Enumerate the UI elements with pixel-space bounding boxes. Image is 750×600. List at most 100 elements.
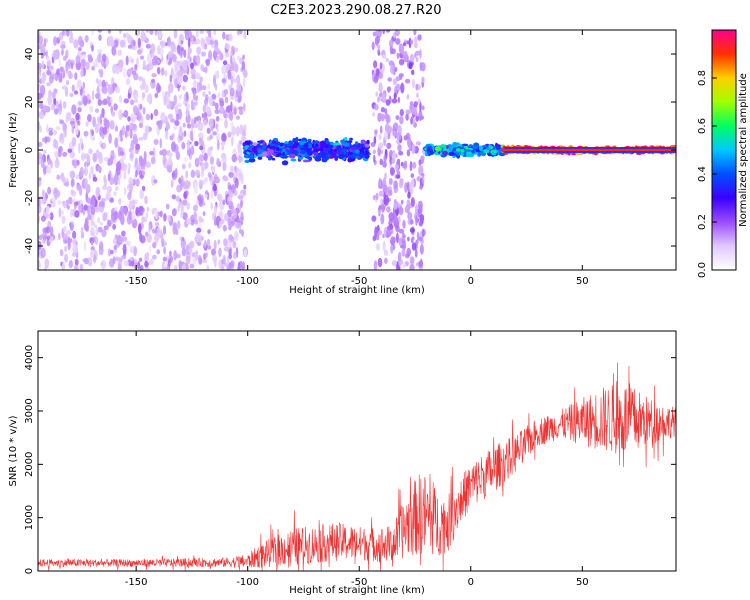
spectrogram-cell	[202, 211, 206, 217]
spectrogram-cell	[171, 141, 176, 152]
spectrogram-cell	[136, 30, 140, 35]
spectrogram-cell	[163, 95, 167, 106]
spectrogram-cell	[173, 30, 178, 39]
spectrogram-cell	[221, 144, 224, 151]
spectrogram-cell	[55, 140, 59, 150]
spectrogram-cell	[109, 197, 114, 203]
spectrogram-cell	[413, 42, 418, 49]
spectrogram-cell	[230, 55, 233, 65]
spectrogram-cell	[67, 71, 70, 76]
spectrogram-cell	[415, 141, 421, 146]
spectrogram-cell	[195, 30, 199, 38]
y-tick-label: 0	[24, 568, 35, 574]
spectrogram-cell	[177, 102, 182, 108]
spectrogram-cell	[202, 104, 206, 114]
spectrogram-cell	[46, 123, 49, 134]
spectrogram-cell	[97, 30, 103, 33]
spectrogram-cell	[94, 123, 100, 134]
spectrogram-cell	[70, 208, 73, 218]
spectrogram-cell	[69, 223, 74, 232]
spectrogram-cell	[382, 240, 386, 252]
spectrogram-cell	[180, 204, 184, 215]
spectrogram-cell	[132, 149, 136, 155]
spectrogram-cell	[175, 113, 180, 121]
spectrogram-cell	[393, 92, 397, 99]
spectrogram-cell	[195, 232, 201, 237]
spectrogram-cell	[190, 99, 194, 111]
spectrogram-cell	[98, 245, 104, 256]
snr-x-ticks: -150 -100 -50 0 50	[125, 331, 589, 588]
spectrogram-cell	[79, 263, 84, 270]
spectrogram-cell	[319, 140, 327, 147]
spectrogram-cell	[61, 261, 65, 270]
spectrogram-cell	[209, 156, 214, 165]
spectrogram-cell	[183, 191, 187, 199]
spectrogram-cell	[53, 130, 57, 136]
spectrogram-cell	[113, 191, 117, 196]
spectrogram-cell	[165, 94, 170, 106]
spectrogram-cell	[261, 151, 268, 157]
spectrogram-cell	[162, 256, 167, 262]
spectrogram-cell	[406, 247, 412, 257]
spectrogram-cell	[232, 209, 237, 219]
spectrogram-cell	[156, 82, 161, 94]
spectrogram-cell	[156, 67, 161, 75]
spectrogram-cell	[165, 121, 170, 131]
spectrogram-cell	[67, 59, 72, 67]
spectrogram-cell	[279, 142, 285, 147]
spectrogram-cell	[414, 52, 417, 59]
spectrogram-cell	[146, 94, 152, 103]
spectrogram-cell	[378, 112, 383, 122]
spectrogram-cell	[78, 142, 81, 154]
spectrogram-cell	[107, 84, 113, 96]
spectrogram-cell	[70, 189, 75, 195]
spectrogram-cell	[371, 215, 377, 222]
spectrogram-cell	[194, 182, 199, 188]
spectrogram-cell	[61, 215, 66, 224]
spectrogram-cell	[455, 148, 461, 152]
snr-y-ticks: 0 1000 2000 3000 4000	[24, 345, 676, 574]
spectrogram-cell	[105, 190, 111, 200]
spectrogram-cell	[427, 151, 431, 157]
spectrogram-cell	[183, 49, 187, 58]
spectrogram-cell	[193, 101, 198, 106]
spectrogram-cell	[178, 37, 182, 47]
spectrogram-cell	[91, 90, 95, 101]
spectrogram-cell	[119, 39, 125, 48]
spectrogram-cell	[216, 157, 220, 167]
spectrogram-cell	[421, 229, 425, 237]
x-tick-label: 0	[468, 577, 474, 588]
spectrogram-cell	[406, 94, 410, 100]
spectrogram-cell	[118, 95, 123, 103]
spectrogram-cell	[113, 39, 119, 48]
spectrogram-cell	[279, 155, 284, 158]
spectrogram-cell	[145, 43, 152, 49]
spectrogram-cell	[349, 137, 353, 141]
spectrogram-cell	[65, 63, 69, 74]
spectrogram-cell	[397, 96, 401, 104]
spectrogram-cell	[214, 70, 219, 80]
spectrogram-cell	[149, 30, 154, 35]
spectrogram-cell	[71, 125, 75, 134]
spectrogram-cell	[307, 138, 312, 143]
spectrogram-cell	[184, 32, 190, 41]
spectrogram-cell	[252, 146, 258, 153]
spectrogram-cell	[67, 204, 70, 210]
snr-y-axis-label: SNR (10 * v/v)	[8, 415, 19, 486]
spectrogram-cell	[59, 66, 64, 72]
spectrogram-cell	[347, 157, 353, 163]
spectrogram-cell	[197, 120, 201, 127]
spectrogram-cell	[379, 158, 384, 166]
spectrogram-cell	[103, 98, 108, 105]
spectrogram-cell	[128, 122, 135, 131]
spectrogram-cell	[232, 240, 237, 249]
spectrogram-cell	[64, 245, 68, 252]
spectrogram-cell	[409, 227, 415, 233]
spectrogram-cell	[95, 186, 101, 197]
spectrogram-cell	[114, 210, 119, 220]
spectrogram-cell	[248, 157, 256, 163]
spectrogram-cell	[228, 262, 234, 269]
spectrogram-cell	[192, 55, 198, 64]
spectrogram-cell	[196, 83, 200, 94]
spectrogram-cell	[229, 87, 235, 97]
